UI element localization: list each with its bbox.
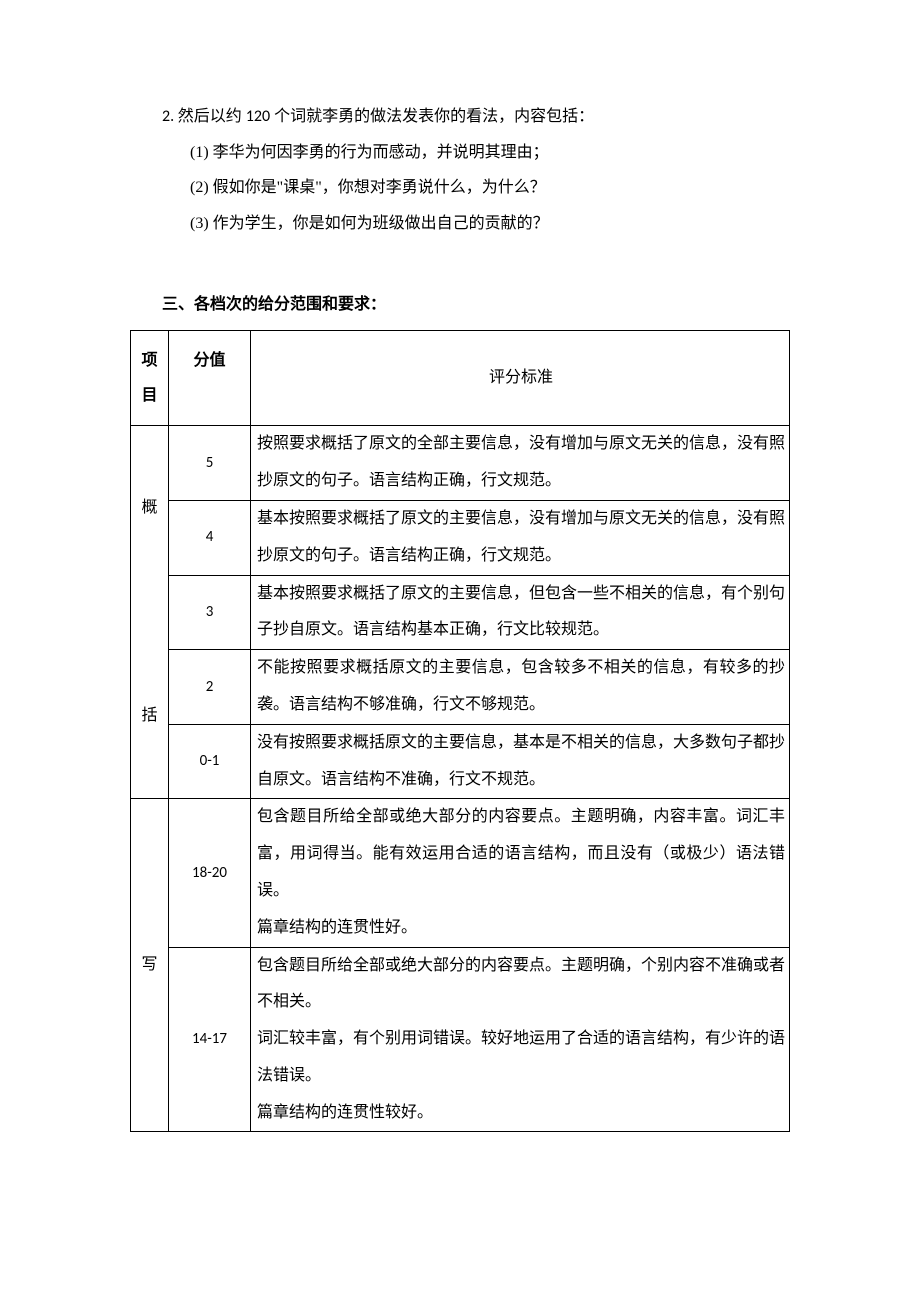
score-cell: 3 [169,575,251,650]
table-row: 概括 5 按照要求概括了原文的全部主要信息，没有增加与原文无关的信息，没有照抄原… [131,426,790,501]
section-heading: 三、各档次的给分范围和要求： [130,288,790,322]
criteria-cell: 按照要求概括了原文的全部主要信息，没有增加与原文无关的信息，没有照抄原文的句子。… [251,426,790,501]
intro-sub-1: (1) 李华为何因李勇的行为而感动，并说明其理由； [130,136,790,170]
score-cell: 18-20 [169,799,251,947]
criteria-cell: 不能按照要求概括原文的主要信息，包含较多不相关的信息，有较多的抄袭。语言结构不够… [251,650,790,725]
header-criteria: 评分标准 [251,330,790,425]
criteria-cell: 基本按照要求概括了原文的主要信息，没有增加与原文无关的信息，没有照抄原文的句子。… [251,500,790,575]
score-cell: 2 [169,650,251,725]
intro-sub-2: (2) 假如你是"课桌"，你想对李勇说什么，为什么？ [130,171,790,205]
criteria-cell: 没有按照要求概括原文的主要信息，基本是不相关的信息，大多数句子都抄自原文。语言结… [251,724,790,799]
score-cell: 4 [169,500,251,575]
intro-line-main: 2. 然后以约 120 个词就李勇的做法发表你的看法，内容包括： [130,100,790,134]
criteria-cell: 包含题目所给全部或绝大部分的内容要点。主题明确，个别内容不准确或者不相关。 词汇… [251,947,790,1132]
intro-block: 2. 然后以约 120 个词就李勇的做法发表你的看法，内容包括： (1) 李华为… [130,100,790,240]
group-write-label: 写 [131,799,169,1132]
table-row: 3 基本按照要求概括了原文的主要信息，但包含一些不相关的信息，有个别句子抄自原文… [131,575,790,650]
intro-tail: 个词就李勇的做法发表你的看法，内容包括： [270,108,594,125]
intro-prefix-num: 2. [162,107,178,126]
header-item: 项目 [131,330,169,425]
table-row: 4 基本按照要求概括了原文的主要信息，没有增加与原文无关的信息，没有照抄原文的句… [131,500,790,575]
table-header-row: 项目 分值 评分标准 [131,330,790,425]
criteria-cell: 基本按照要求概括了原文的主要信息，但包含一些不相关的信息，有个别句子抄自原文。语… [251,575,790,650]
table-row: 2 不能按照要求概括原文的主要信息，包含较多不相关的信息，有较多的抄袭。语言结构… [131,650,790,725]
table-row: 14-17 包含题目所给全部或绝大部分的内容要点。主题明确，个别内容不准确或者不… [131,947,790,1132]
intro-sub-3: (3) 作为学生，你是如何为班级做出自己的贡献的？ [130,207,790,241]
table-row: 0-1 没有按照要求概括原文的主要信息，基本是不相关的信息，大多数句子都抄自原文… [131,724,790,799]
intro-body-1: 然后以约 [178,108,246,125]
score-cell: 14-17 [169,947,251,1132]
intro-num-120: 120 [246,107,270,126]
scoring-table: 项目 分值 评分标准 概括 5 按照要求概括了原文的全部主要信息，没有增加与原文… [130,330,790,1133]
criteria-cell: 包含题目所给全部或绝大部分的内容要点。主题明确，内容丰富。词汇丰富，用词得当。能… [251,799,790,947]
header-score: 分值 [169,330,251,425]
score-cell: 0-1 [169,724,251,799]
score-cell: 5 [169,426,251,501]
table-row: 写 18-20 包含题目所给全部或绝大部分的内容要点。主题明确，内容丰富。词汇丰… [131,799,790,947]
group-summary-label: 概括 [131,426,169,799]
